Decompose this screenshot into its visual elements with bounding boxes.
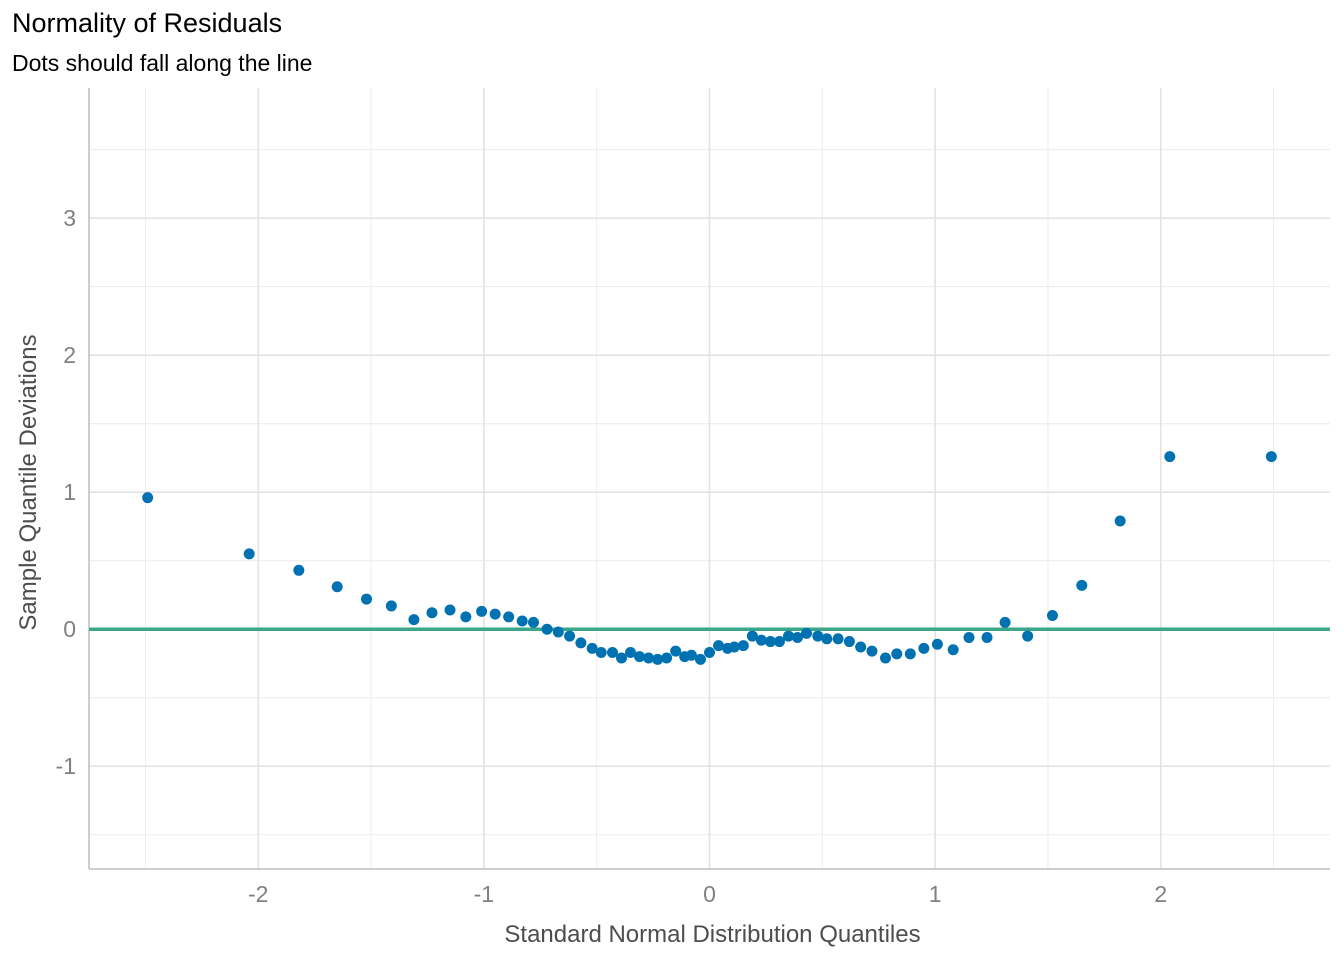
data-point-3 — [331, 581, 343, 593]
data-point-33 — [713, 640, 725, 652]
y-tick-label: 2 — [63, 342, 76, 368]
y-tick-label: -1 — [56, 753, 76, 779]
chart-subtitle: Dots should fall along the line — [12, 50, 313, 76]
x-axis-label: Standard Normal Distribution Quantiles — [504, 921, 920, 948]
data-point-27 — [661, 652, 673, 664]
data-point-5 — [385, 600, 397, 612]
data-point-42 — [791, 631, 803, 643]
data-point-39 — [764, 636, 776, 648]
data-point-38 — [755, 634, 767, 646]
data-point-40 — [773, 636, 785, 648]
data-point-25 — [643, 652, 655, 664]
data-point-61 — [1076, 579, 1088, 591]
data-point-31 — [694, 653, 706, 665]
data-point-41 — [782, 630, 794, 642]
data-point-26 — [652, 653, 664, 665]
x-tick-label: 1 — [929, 881, 942, 907]
data-point-60 — [1046, 610, 1058, 622]
data-point-55 — [947, 644, 959, 656]
data-point-35 — [728, 641, 740, 653]
x-tick-label: -1 — [474, 881, 494, 907]
y-tick-label: 3 — [63, 205, 76, 231]
data-point-6 — [408, 614, 420, 626]
data-point-4 — [361, 593, 373, 605]
data-point-52 — [904, 648, 916, 660]
data-point-11 — [489, 608, 501, 620]
y-tick-labels: -1 0 1 2 3 — [56, 205, 76, 779]
x-tick-label: -2 — [248, 881, 268, 907]
data-point-59 — [1022, 630, 1034, 642]
data-point-14 — [528, 616, 540, 628]
y-tick-label: 1 — [63, 479, 76, 505]
data-point-22 — [616, 652, 628, 664]
data-point-7 — [426, 607, 438, 619]
data-point-62 — [1114, 515, 1126, 527]
data-point-51 — [891, 648, 903, 660]
data-point-32 — [704, 647, 715, 659]
chart-title: Normality of Residuals — [12, 8, 283, 38]
data-point-21 — [606, 647, 618, 659]
data-point-36 — [737, 640, 749, 652]
data-point-28 — [670, 645, 682, 657]
data-point-24 — [634, 651, 646, 663]
y-axis-label: Sample Quantile Deviations — [15, 334, 42, 630]
data-point-53 — [918, 642, 930, 654]
data-point-17 — [564, 630, 576, 642]
data-point-23 — [625, 647, 637, 659]
data-point-37 — [746, 630, 758, 642]
data-point-54 — [931, 638, 943, 650]
data-point-8 — [444, 604, 456, 616]
data-point-64 — [1265, 451, 1277, 463]
x-tick-label: 2 — [1154, 881, 1167, 907]
data-point-10 — [476, 605, 488, 617]
data-point-48 — [855, 641, 867, 653]
data-point-2 — [293, 564, 305, 576]
data-point-49 — [866, 645, 878, 657]
grid-lines — [89, 88, 1330, 869]
y-tick-label: 0 — [63, 616, 76, 642]
data-point-46 — [832, 633, 844, 645]
data-point-50 — [879, 652, 891, 664]
data-point-0 — [142, 492, 154, 504]
data-point-9 — [460, 611, 472, 623]
data-point-12 — [503, 611, 515, 623]
data-point-20 — [595, 647, 607, 659]
data-point-57 — [981, 631, 993, 643]
data-point-18 — [575, 637, 587, 649]
data-point-15 — [541, 623, 553, 635]
data-point-44 — [812, 630, 824, 642]
data-point-56 — [963, 631, 975, 643]
data-points — [142, 451, 1277, 665]
data-point-45 — [821, 633, 833, 645]
data-point-16 — [552, 626, 564, 638]
data-point-63 — [1164, 451, 1176, 463]
data-point-19 — [586, 642, 598, 654]
data-point-58 — [999, 616, 1011, 628]
data-point-1 — [243, 548, 255, 560]
x-tick-labels: -2 -1 0 1 2 — [248, 881, 1167, 907]
x-tick-label: 0 — [703, 881, 716, 907]
data-point-47 — [843, 636, 855, 648]
data-point-30 — [685, 649, 697, 661]
data-point-43 — [801, 627, 813, 639]
data-point-13 — [516, 615, 528, 627]
